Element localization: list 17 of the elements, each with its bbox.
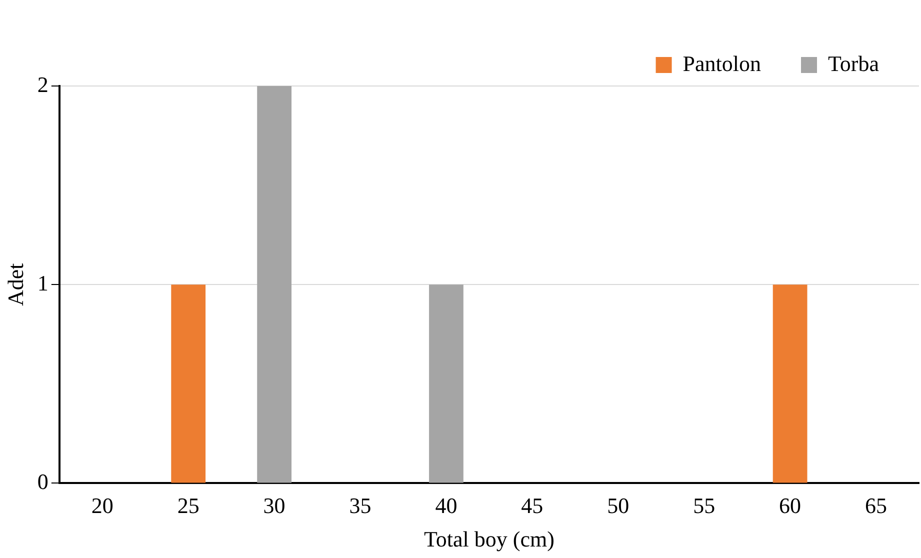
x-tick-label: 45 bbox=[521, 493, 544, 518]
x-tick-label: 60 bbox=[779, 493, 802, 518]
x-tick-label: 20 bbox=[91, 493, 114, 518]
legend-label: Pantolon bbox=[682, 50, 762, 76]
y-tick-label: 0 bbox=[37, 468, 48, 494]
legend-label: Torba bbox=[828, 50, 880, 76]
x-tick-label: 65 bbox=[865, 493, 888, 518]
x-tick-label: 40 bbox=[435, 493, 458, 518]
x-axis-title: Total boy (cm) bbox=[424, 526, 554, 552]
x-tick-label: 55 bbox=[693, 493, 716, 518]
y-tick-label: 1 bbox=[37, 270, 48, 296]
x-tick-label: 35 bbox=[349, 493, 372, 518]
y-tick-label: 2 bbox=[37, 72, 48, 97]
x-tick-label: 50 bbox=[607, 493, 630, 518]
x-tick-label: 25 bbox=[177, 493, 200, 518]
x-tick-label: 30 bbox=[263, 493, 286, 518]
y-axis-title: Adet bbox=[2, 263, 28, 306]
